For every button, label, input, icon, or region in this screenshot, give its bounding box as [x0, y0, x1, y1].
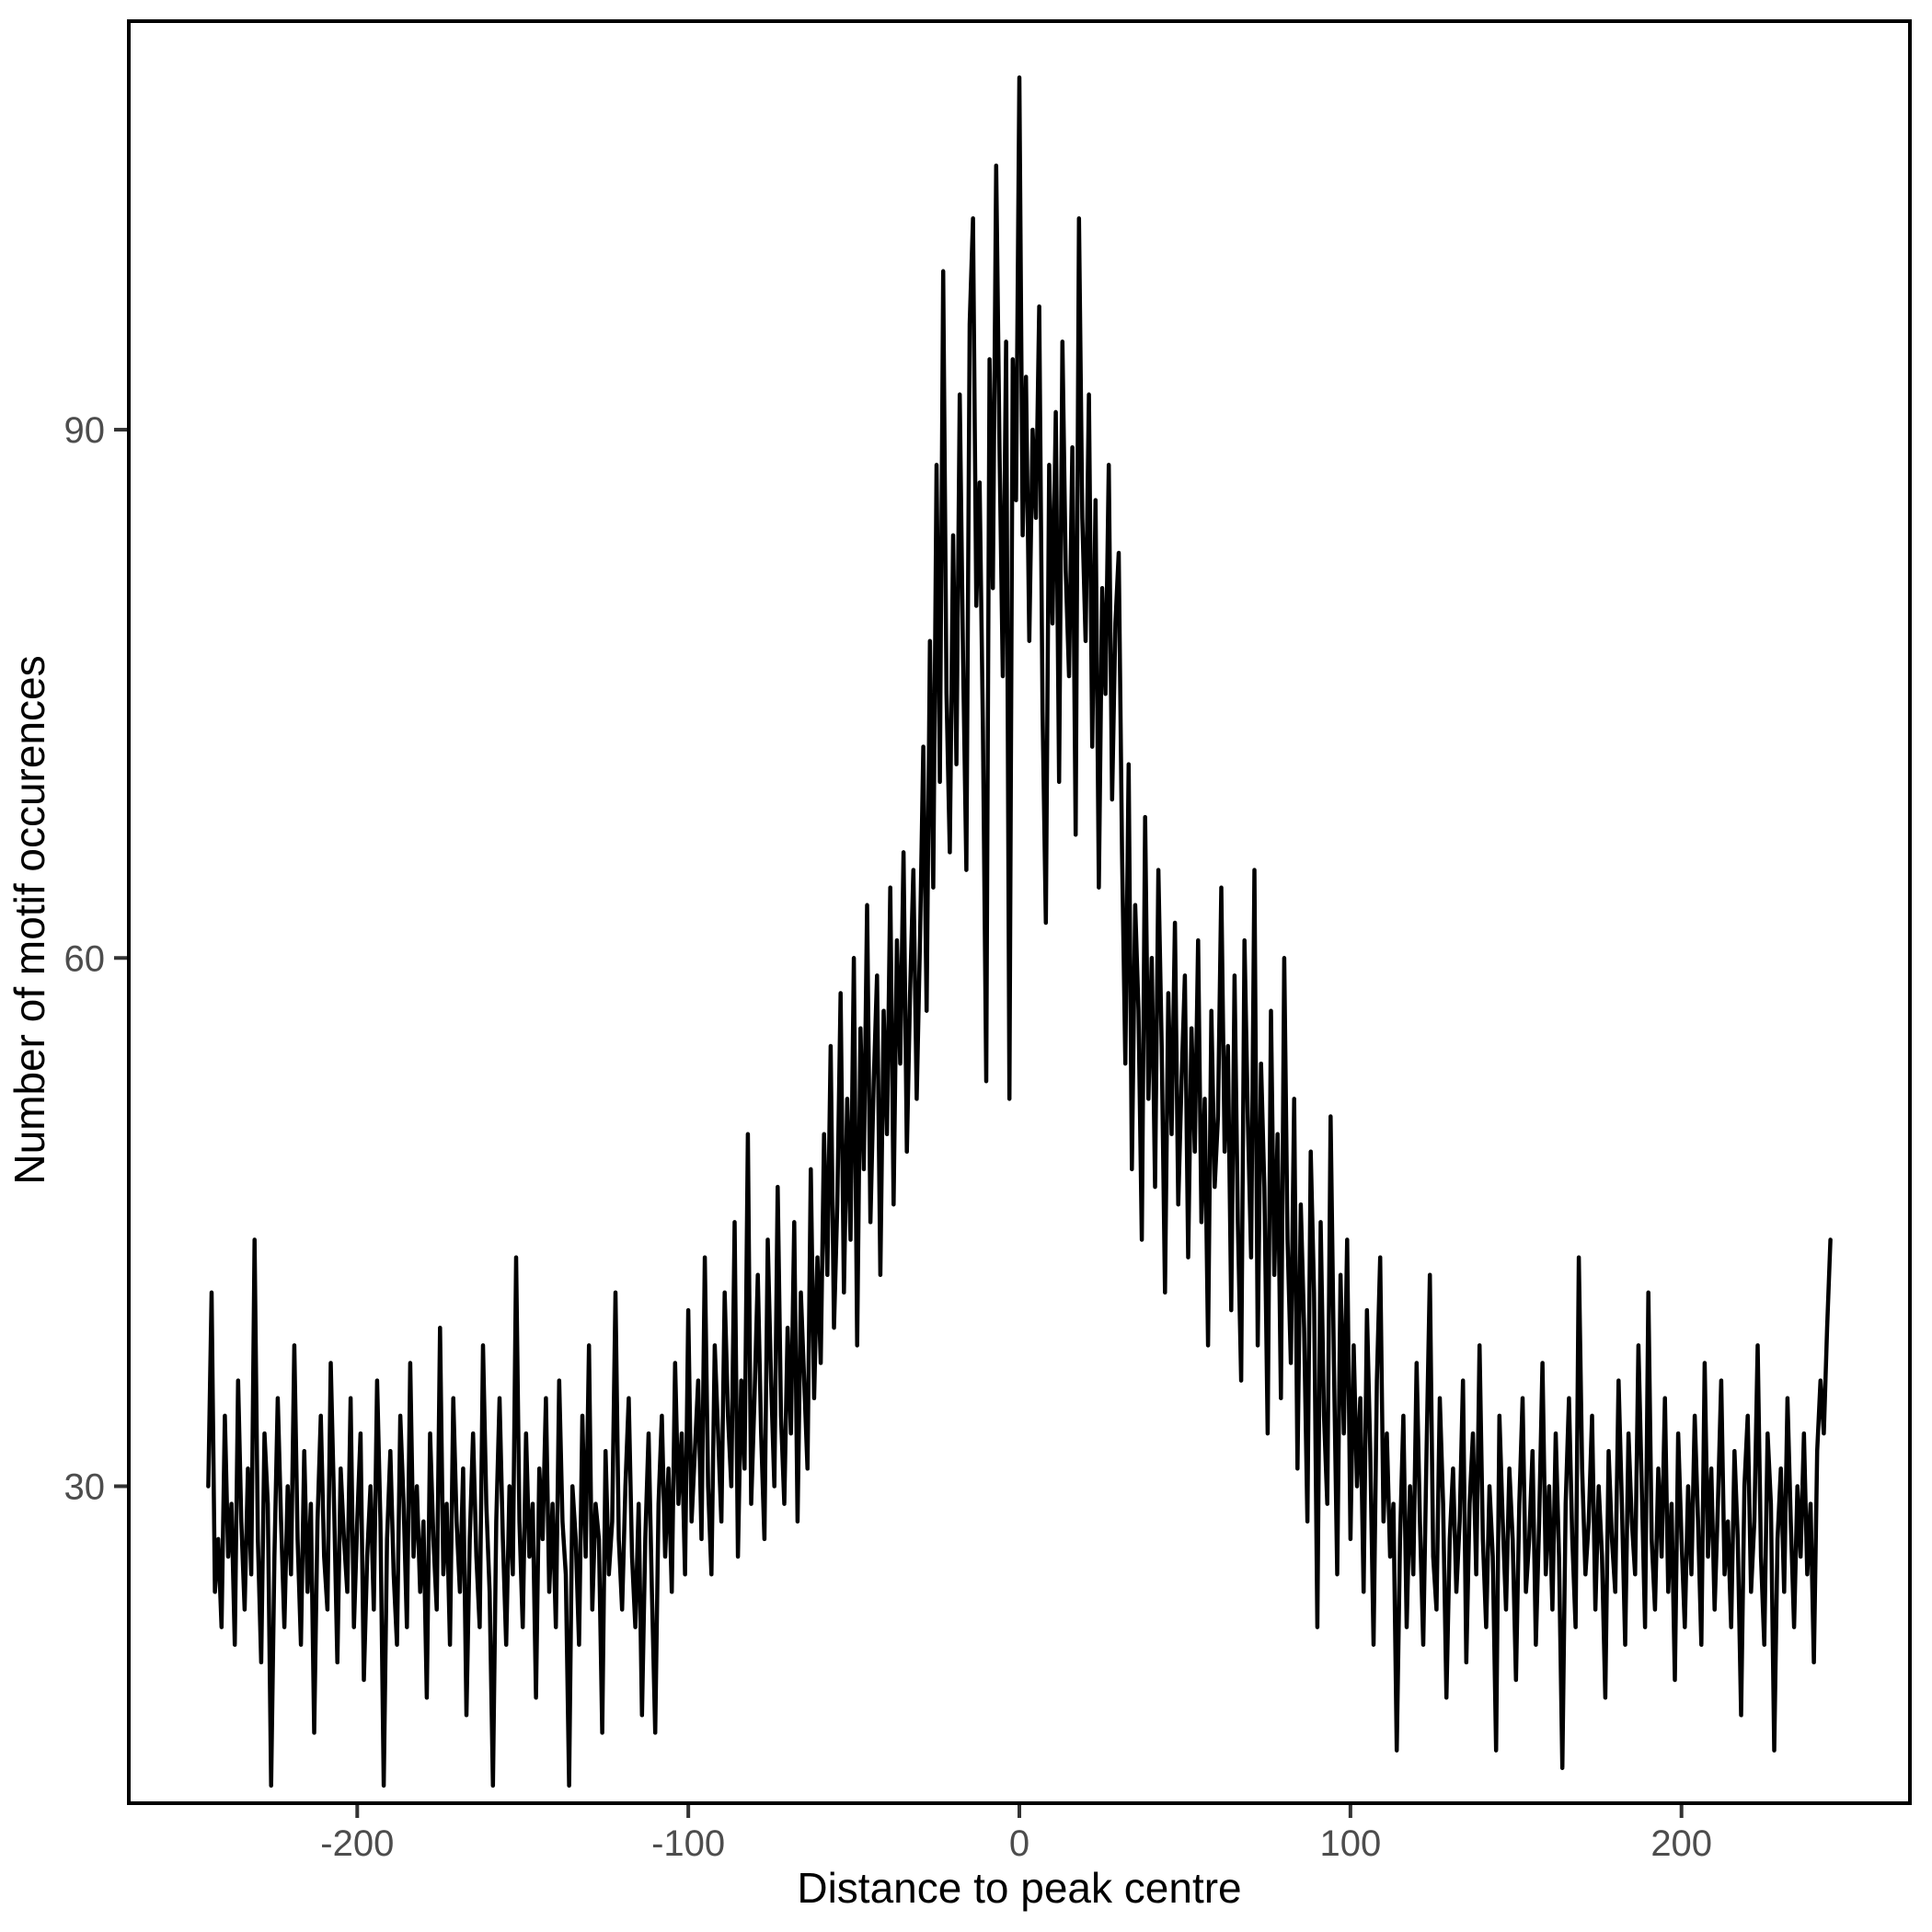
y-axis-ticks	[114, 428, 127, 1489]
x-axis-tick-labels: -200 -100 0 100 200	[320, 1823, 1712, 1864]
x-tick-label: -200	[320, 1823, 394, 1864]
y-tick-label: 90	[64, 410, 106, 451]
x-axis-title: Distance to peak centre	[797, 1864, 1241, 1912]
x-tick-label: 200	[1650, 1823, 1712, 1864]
y-axis-tick-labels: 30 60 90	[64, 410, 106, 1507]
x-tick-label: -100	[651, 1823, 725, 1864]
plot-panel-border	[127, 19, 1912, 1805]
y-tick-label: 60	[64, 938, 106, 979]
x-axis-ticks	[355, 1805, 1684, 1818]
y-axis-title: Number of motif occurences	[6, 655, 53, 1184]
data-line	[206, 75, 1833, 1788]
y-tick-label: 30	[64, 1466, 106, 1507]
x-tick-label: 0	[1009, 1823, 1029, 1864]
x-tick-label: 100	[1319, 1823, 1381, 1864]
